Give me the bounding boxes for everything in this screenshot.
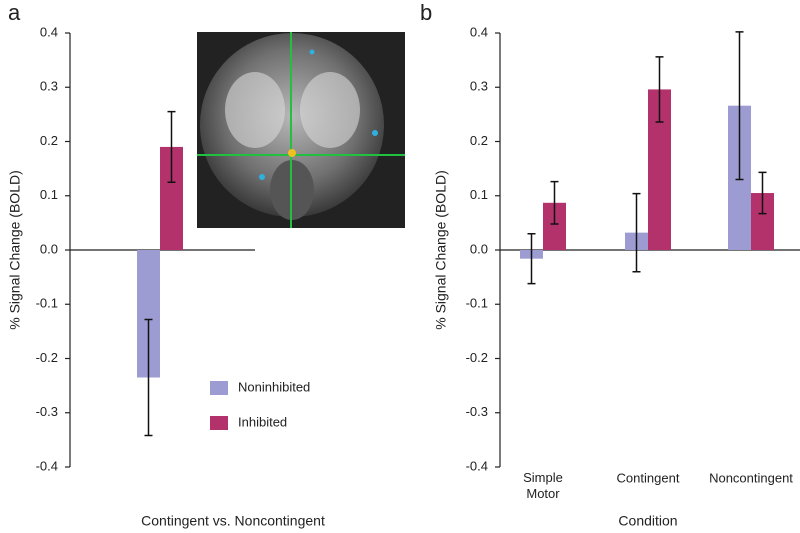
y-tick-label: -0.1 [36,296,58,311]
y-tick-label: 0.0 [470,241,488,256]
y-tick-label: 0.4 [470,24,488,39]
y-axis-label: % Signal Change (BOLD) [433,170,449,330]
y-tick-label: -0.4 [36,458,58,473]
bar [160,146,183,250]
error-bar [144,318,153,437]
error-bar [167,110,176,183]
panel-label: b [420,0,432,25]
y-tick-label: -0.2 [466,350,488,365]
legend-swatch [210,416,228,430]
legend-label: Noninhibited [238,379,310,394]
brain-inset [197,32,405,228]
legend-label: Inhibited [238,414,287,429]
y-tick-label: -0.3 [466,404,488,419]
y-tick-label: -0.2 [36,350,58,365]
y-tick-label: -0.4 [466,458,488,473]
y-tick-label: -0.1 [466,296,488,311]
x-tick-label: Simple Motor [523,470,563,501]
bar [137,250,160,378]
y-tick-label: -0.3 [36,404,58,419]
y-axis-label: % Signal Change (BOLD) [7,170,23,330]
x-axis-label: Condition [618,513,677,529]
y-tick-label: 0.2 [40,133,58,148]
y-tick-label: 0.3 [40,79,58,94]
bar [543,202,566,250]
error-bar [550,180,559,225]
y-tick-label: 0.2 [470,133,488,148]
y-tick-label: 0.4 [40,24,58,39]
x-tick-label: Contingent [617,470,680,485]
error-bar [527,232,536,285]
y-tick-label: 0.1 [470,187,488,202]
x-axis-label: Contingent vs. Noncontingent [141,513,325,529]
error-bar [632,192,641,273]
legend-swatch [210,381,228,395]
error-bar [758,171,767,215]
bar [751,193,774,250]
panel-label: a [8,0,21,25]
error-bar [655,56,664,123]
y-tick-label: 0.0 [40,241,58,256]
error-bar [735,31,744,181]
x-tick-label: Noncontingent [709,470,793,485]
y-tick-label: 0.3 [470,79,488,94]
y-tick-label: 0.1 [40,187,58,202]
bar [648,89,671,250]
